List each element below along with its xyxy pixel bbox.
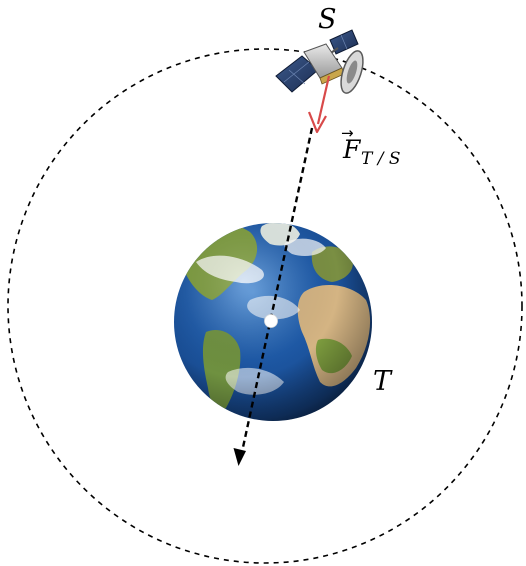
orbit-circle [7, 48, 523, 564]
force-label-arrow: → [341, 124, 354, 142]
earth-label: T [373, 366, 393, 397]
satellite-label: S [318, 4, 337, 35]
force-label-subscript: T / S [361, 149, 401, 169]
trajectory-arrow [233, 127, 314, 466]
satellite-icon [275, 29, 364, 94]
force-label: → F T / S [341, 124, 401, 169]
earth-center-point [264, 314, 278, 328]
force-vector [307, 75, 331, 134]
force-label-symbol: F [342, 135, 362, 164]
